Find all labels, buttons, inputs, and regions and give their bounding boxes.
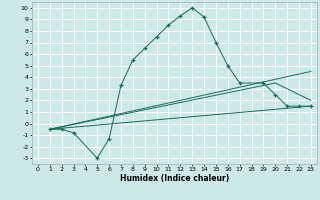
X-axis label: Humidex (Indice chaleur): Humidex (Indice chaleur) [120, 174, 229, 183]
